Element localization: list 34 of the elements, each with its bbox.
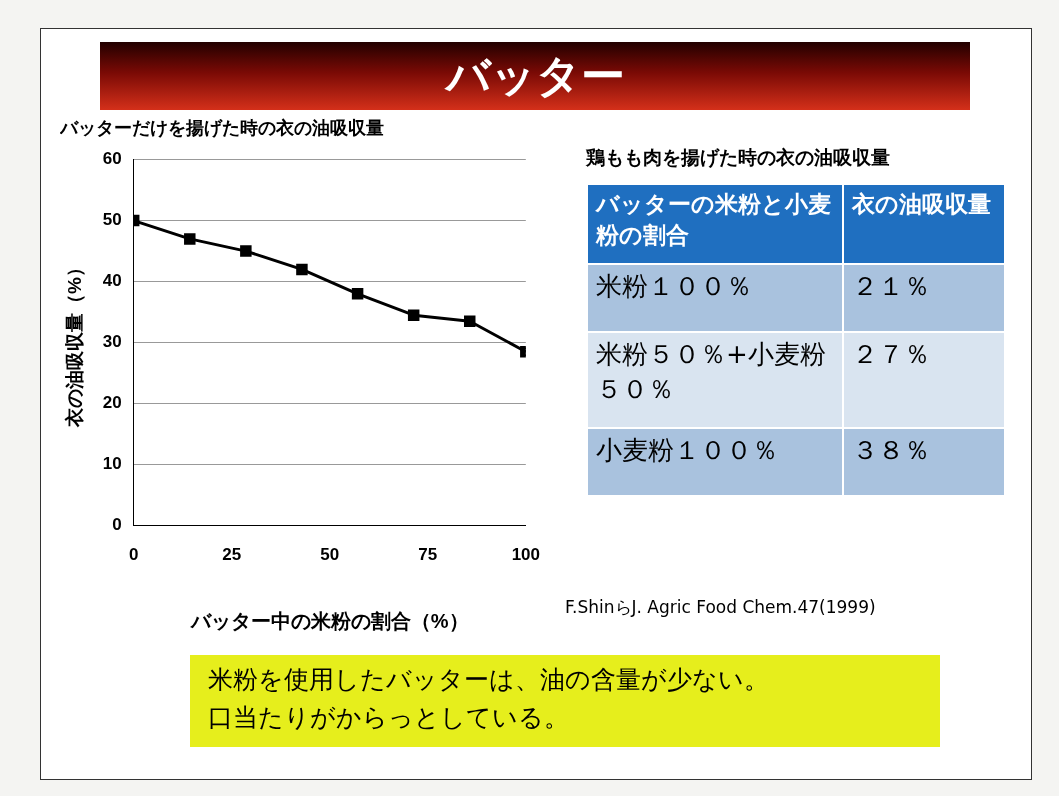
y-tick-label: 50 [102, 210, 122, 230]
text: ２１％ [842, 264, 1005, 332]
x-tick-label: 100 [511, 545, 541, 565]
text: 米粉５０％+小麦粉５０％ [587, 332, 843, 428]
point [296, 263, 308, 276]
point [184, 233, 196, 245]
point [464, 315, 476, 327]
text: 米粉を使用したバッターは、油の含量が少ない。 [208, 664, 770, 696]
y-tick-label: 40 [102, 271, 122, 291]
text: 小麦粉１００％ [587, 428, 843, 496]
text: ２７％ [842, 332, 1005, 428]
point [407, 309, 420, 321]
text: 衣の油吸収量 [842, 184, 1005, 264]
y-tick-label: 30 [102, 332, 122, 352]
point [351, 288, 364, 300]
text: 鶏もも肉を揚げた時の衣の油吸収量 [586, 145, 891, 170]
y-axis-title: 衣の油吸収量（%） [63, 258, 85, 429]
x-tick-label: 50 [320, 545, 340, 565]
x-tick-label: 0 [128, 545, 139, 565]
text: バッターの米粉と小麦粉の割合 [587, 184, 843, 264]
text: F.ShinらJ. Agric Food Chem.47(1999) [565, 596, 876, 619]
chart-title: バッターだけを揚げた時の衣の油吸収量 [59, 117, 384, 138]
text: 口当たりがからっとしている。 [208, 702, 570, 734]
y-tick-label: 20 [102, 393, 122, 413]
x-axis-title: バッター中の米粉の割合（%） [189, 609, 469, 632]
y-tick-label: 10 [102, 454, 122, 474]
text: 米粉１００％ [587, 264, 843, 332]
text: バッター [100, 42, 970, 110]
x-tick-label: 75 [418, 545, 438, 565]
point [240, 245, 252, 257]
y-tick-label: 60 [102, 149, 122, 169]
text: ３８％ [842, 428, 1005, 496]
y-tick-label: 0 [112, 515, 122, 535]
x-tick-label: 25 [222, 545, 242, 565]
